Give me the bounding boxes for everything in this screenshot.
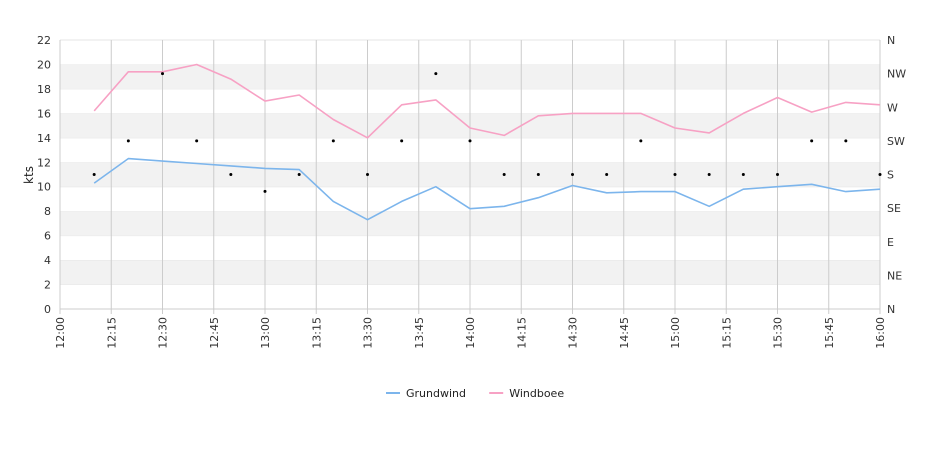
x-tick-label: 12:15 bbox=[105, 317, 118, 349]
y-tick-label: 14 bbox=[37, 132, 51, 145]
legend-label-windboee[interactable]: Windboee bbox=[509, 387, 564, 400]
direction-point bbox=[92, 173, 96, 176]
series-line-grundwind bbox=[93, 157, 881, 221]
legend[interactable]: Grundwind Windboee bbox=[386, 387, 564, 400]
x-tick-label: 14:30 bbox=[567, 317, 580, 349]
direction-point bbox=[161, 72, 164, 76]
direction-point bbox=[776, 173, 779, 176]
x-tick-label: 15:00 bbox=[669, 317, 682, 349]
x-tick-label: 15:30 bbox=[772, 317, 785, 349]
direction-tick-label: S bbox=[887, 169, 894, 182]
direction-tick-label: SE bbox=[887, 202, 901, 215]
direction-point bbox=[434, 72, 438, 76]
direction-point bbox=[263, 189, 267, 193]
x-tick-label: 12:30 bbox=[157, 317, 170, 349]
y-tick-label: 4 bbox=[44, 254, 51, 267]
x-tick-label: 13:15 bbox=[310, 317, 323, 349]
x-tick-label: 12:45 bbox=[208, 317, 221, 349]
direction-tick-label: NE bbox=[887, 269, 902, 282]
direction-points bbox=[92, 72, 882, 193]
direction-point bbox=[707, 173, 711, 176]
y-axis-title: kts bbox=[22, 166, 36, 184]
direction-point bbox=[844, 139, 848, 143]
direction-point bbox=[468, 139, 472, 143]
direction-point bbox=[571, 173, 574, 176]
x-tick-label: 12:00 bbox=[54, 317, 67, 349]
y-tick-label: 2 bbox=[44, 279, 51, 292]
x-tick-label: 13:30 bbox=[362, 317, 375, 349]
direction-point bbox=[297, 173, 301, 176]
y-tick-label: 12 bbox=[37, 156, 51, 169]
direction-point bbox=[673, 173, 677, 176]
y-tick-label: 22 bbox=[37, 34, 51, 47]
direction-tick-label: E bbox=[887, 236, 894, 249]
y-tick-label: 8 bbox=[44, 205, 51, 218]
y-tick-label: 18 bbox=[37, 83, 51, 96]
direction-tick-label: N bbox=[887, 303, 895, 316]
x-tick-label: 14:45 bbox=[618, 317, 631, 349]
x-tick-label: 13:00 bbox=[259, 317, 272, 349]
y-tick-label: 0 bbox=[44, 303, 51, 316]
series-line-windboee bbox=[93, 63, 881, 139]
direction-tick-label: NW bbox=[887, 68, 906, 81]
x-tick-label: 15:15 bbox=[720, 317, 733, 349]
x-tick-label: 13:45 bbox=[413, 317, 426, 349]
direction-tick-label: SW bbox=[887, 135, 905, 148]
x-axis-ticks: 12:00 12:15 12:30 12:45 13:00 13:15 13:30 13:45… bbox=[54, 309, 887, 349]
direction-tick-label: W bbox=[887, 101, 898, 114]
direction-point bbox=[741, 173, 745, 176]
direction-point bbox=[605, 173, 609, 176]
x-tick-label: 14:00 bbox=[464, 317, 477, 349]
direction-point bbox=[400, 139, 404, 143]
y-axis-ticks: 0 2 4 6 8 10 12 14 16 18 20 22 bbox=[37, 34, 51, 316]
direction-point bbox=[536, 173, 540, 176]
series-group bbox=[93, 63, 881, 221]
x-tick-label: 15:45 bbox=[823, 317, 836, 349]
direction-axis-ticks: N NE E SE S SW W NW N bbox=[887, 34, 906, 316]
y-tick-label: 20 bbox=[37, 58, 51, 71]
direction-tick-label: N bbox=[887, 34, 895, 47]
direction-point bbox=[878, 173, 882, 176]
y-tick-label: 10 bbox=[37, 181, 51, 194]
direction-point bbox=[126, 139, 130, 143]
direction-point bbox=[229, 173, 233, 176]
direction-point bbox=[810, 139, 814, 143]
direction-point bbox=[639, 139, 643, 143]
x-tick-label: 16:00 bbox=[874, 317, 887, 349]
direction-point bbox=[331, 139, 335, 143]
direction-point bbox=[195, 139, 199, 143]
direction-point bbox=[366, 173, 369, 176]
y-tick-label: 6 bbox=[44, 230, 51, 243]
legend-label-grundwind[interactable]: Grundwind bbox=[406, 387, 466, 400]
y-tick-label: 16 bbox=[37, 107, 51, 120]
x-tick-label: 14:15 bbox=[515, 317, 528, 349]
direction-point bbox=[502, 173, 506, 176]
